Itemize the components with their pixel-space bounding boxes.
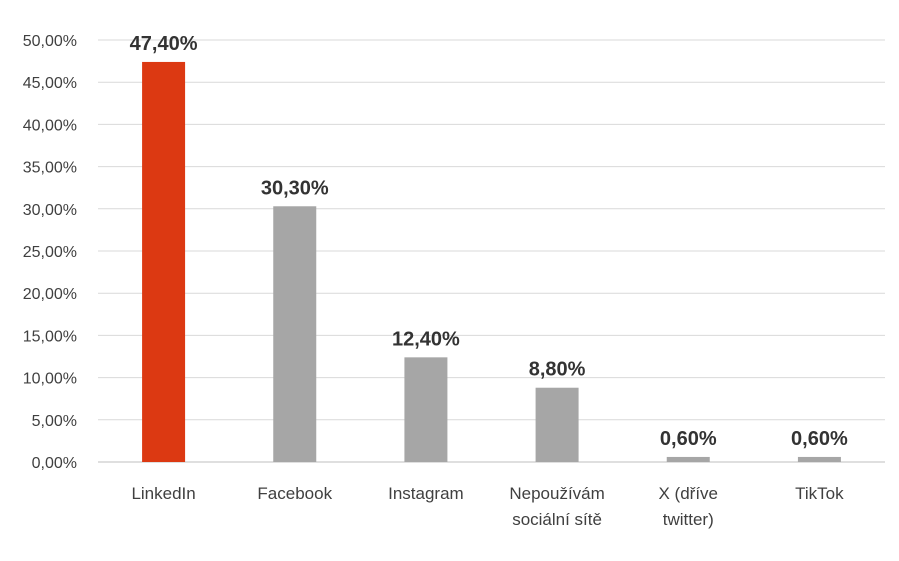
y-tick-label: 45,00% [23, 75, 77, 92]
x-category-label: LinkedIn [131, 484, 195, 503]
bar [666, 456, 710, 462]
x-category-label: TikTok [795, 484, 844, 503]
bar [142, 61, 186, 462]
y-tick-label: 50,00% [23, 33, 77, 50]
y-tick-label: 40,00% [23, 117, 77, 134]
x-category-label: Facebook [257, 484, 332, 503]
y-tick-label: 30,00% [23, 202, 77, 219]
y-tick-label: 35,00% [23, 160, 77, 177]
bar [404, 357, 448, 462]
data-label: 12,40% [392, 328, 460, 350]
bar [535, 387, 579, 462]
y-axis-ticks: 0,00% 5,00% 10,00% 15,00% 20,00% 25,00% 30,00%… [23, 33, 77, 472]
bar [797, 456, 841, 462]
data-label: 30,30% [261, 177, 329, 199]
y-tick-label: 10,00% [23, 371, 77, 388]
y-tick-label: 0,00% [32, 455, 77, 472]
x-axis-categories: LinkedIn Facebook Instagram Nepoužívám sociá… [131, 484, 844, 529]
bars [142, 61, 841, 462]
x-category-label: X (dříve twitter) [658, 484, 718, 529]
y-tick-label: 5,00% [32, 413, 77, 430]
bar [273, 206, 317, 462]
y-tick-label: 20,00% [23, 286, 77, 303]
x-category-label: Nepoužívám sociální sítě [509, 484, 604, 529]
y-tick-label: 25,00% [23, 244, 77, 261]
data-label: 8,80% [529, 359, 586, 381]
data-label: 0,60% [791, 428, 848, 450]
y-tick-label: 15,00% [23, 328, 77, 345]
data-label: 0,60% [660, 428, 717, 450]
x-category-label: Instagram [388, 484, 464, 503]
data-label: 47,40% [130, 33, 198, 55]
gridlines [98, 39, 885, 463]
data-labels: 47,40% 30,30% 12,40% 8,80% 0,60% 0,60% [130, 33, 848, 450]
